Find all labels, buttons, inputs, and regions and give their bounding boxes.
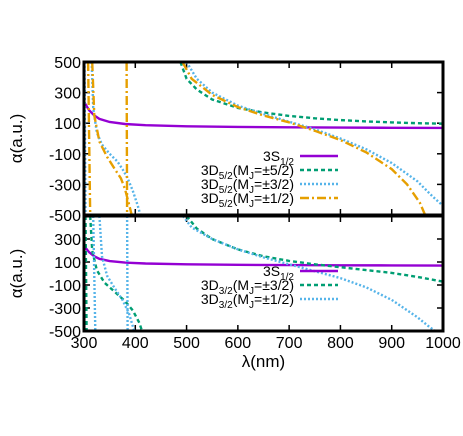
legend-label: 3D3/2(MJ=±3/2) xyxy=(201,277,294,297)
x-tick-label: 400 xyxy=(122,335,149,352)
series-line xyxy=(125,62,129,215)
y-tick-label: -300 xyxy=(49,301,81,318)
series-line xyxy=(84,216,88,331)
series-line xyxy=(185,216,443,283)
series-line xyxy=(185,62,443,207)
x-tick-label: 1000 xyxy=(425,335,461,352)
y-tick-label: 100 xyxy=(54,255,81,272)
x-tick-label: 300 xyxy=(71,335,98,352)
legend-label: 3S1/2 xyxy=(263,148,294,168)
y-tick-label: -300 xyxy=(49,177,81,194)
bottom-frame xyxy=(82,214,445,333)
series-line xyxy=(90,62,142,215)
x-tick-label: 500 xyxy=(173,335,200,352)
x-axis-label: λ(nm) xyxy=(242,352,285,371)
y-tick-label: -500 xyxy=(49,208,81,225)
top-panel: 500 300 100 -100 -300 -500 3S1/23D5/2(MJ=±5/2)… xyxy=(7,55,445,225)
legend-label: 3S1/2 xyxy=(263,263,294,283)
y-tick-label: 500 xyxy=(54,55,81,72)
x-tick-label: 800 xyxy=(327,335,354,352)
legend-label: 3D5/2(MJ=±1/2) xyxy=(201,190,294,210)
series-line xyxy=(86,62,92,215)
series-line xyxy=(89,216,144,331)
top-legend: 3S1/23D5/2(MJ=±5/2)3D5/2(MJ=±3/2)3D5/2(M… xyxy=(201,148,338,210)
legend-label: 3D5/2(MJ=±5/2) xyxy=(201,162,294,182)
series-line xyxy=(92,216,97,331)
y-axis-label: α(a.u.) xyxy=(7,114,26,164)
series-line xyxy=(181,62,427,215)
x-tick-label: 700 xyxy=(276,335,303,352)
y-axis-label: α(a.u.) xyxy=(7,249,26,299)
x-tick-label: 900 xyxy=(378,335,405,352)
series-line xyxy=(179,62,443,125)
legend-label: 3D3/2(MJ=±1/2) xyxy=(201,291,294,311)
series-line xyxy=(125,216,129,331)
y-tick-label: -500 xyxy=(49,324,81,341)
y-tick-label: 100 xyxy=(54,116,81,133)
y-tick-label: 300 xyxy=(54,86,81,103)
y-tick-label: -100 xyxy=(49,278,81,295)
x-tick-label: 600 xyxy=(225,335,252,352)
series-line xyxy=(98,216,136,331)
y-tick-label: 300 xyxy=(54,232,81,249)
y-tick-label: -100 xyxy=(49,147,81,164)
legend-label: 3D5/2(MJ=±3/2) xyxy=(201,176,294,196)
